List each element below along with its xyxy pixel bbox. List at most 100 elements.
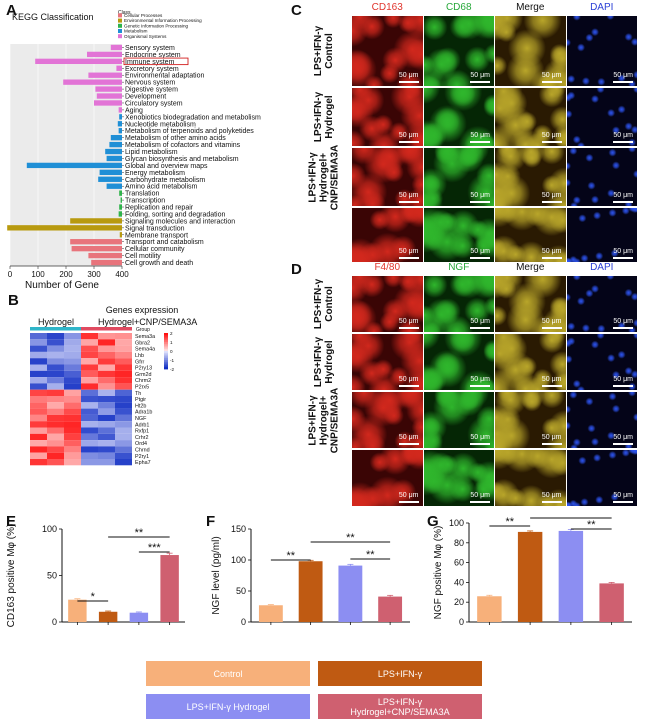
heatmap-scale-tick: -2 [170,367,175,372]
row-label-0: LPS+IFN-γ Control [296,16,352,86]
row-label-2: LPS+IFN-γ Hydrogel+ CNP/SEMA3A [296,144,352,210]
row-label-text: LPS+IFN-γ Hydrogel+ CNP/SEMA3A [307,144,341,210]
heatmap-cell-chrm2 [47,377,64,384]
scale-bar-line [470,443,490,445]
scale-bar: 50 μm [541,318,562,329]
bar-lps-ifn-hydrogel-cnp-sema3a [599,583,624,622]
bar-lps-ifn [298,561,323,622]
heatmap-gene-p2ry13: P2ry13 [135,366,152,372]
scale-bar: 50 μm [613,318,633,329]
column-header-merge: Merge [516,262,545,273]
heatmap-cell-p2ry13 [30,364,47,371]
heatmap-gene-ngf: NGF [135,416,147,422]
heatmap-cell-p2ry1 [115,452,132,459]
column-header-dapi: DAPI [590,262,614,273]
heatmap-scale-step [164,336,168,339]
heatmap-cell-epha7 [64,459,81,466]
heatmap-scale-step [164,334,168,337]
heatmap-panel: Genes expression Hydrogel Hydrogel+CNP/S… [8,305,288,470]
row-label-2: LPS+IFN-γ Hydrogel+ CNP/SEMA3A [296,387,352,453]
scale-bar: 50 μm [470,132,490,143]
scale-bar-line [541,501,562,503]
scale-bar-label: 50 μm [398,132,419,139]
heatmap-cell-epha7 [30,459,47,466]
bar-lps-ifn-hydrogel [129,612,149,622]
heatmap-cell-adra1b [115,408,132,415]
micrograph-merge-row-2: 50 μm [495,392,566,448]
heatmap-cell-sema3a [64,333,81,340]
heatmap-gene-gbra2: Gbra2 [135,340,150,346]
kegg-bar-signal-transduction [7,225,123,231]
heatmap-cell-chrm2 [64,377,81,384]
bar-lps-ifn-hydrogel-cnp-sema3a [160,555,179,622]
significance-label: ** [346,532,355,544]
heatmap-gene-adra1b: Adra1b [135,410,152,416]
heatmap-gene-ptgir: Ptgir [135,397,146,403]
heatmap-title: Genes expression [105,305,179,315]
kegg-bar-metabolism-of-terpenoids-and-polyketides [118,128,122,134]
heatmap-cell-adra1b [47,408,64,415]
heatmap-cell-ngf [30,414,47,422]
heatmap-cell-p2rx5 [115,383,132,390]
scale-bar-line [541,201,562,203]
kegg-category-aging: Aging [125,107,143,114]
heatmap-cell-ngf [47,414,64,422]
bar-control [258,605,283,622]
heatmap-cell-adra1b [98,408,115,415]
column-header-f4-80: F4/80 [374,262,401,273]
kegg-bar-lipid-metabolism [105,148,122,155]
kegg-category-signal-transduction: Signal transduction [125,225,185,232]
kegg-bar-excretory-system [116,65,122,71]
micrograph-dapi-row-2: 50 μm [566,392,637,448]
heatmap-cell-ht2b [47,402,64,409]
row-label-text: LPS+IFN-γ Control [313,278,335,330]
scale-bar-label: 50 μm [470,492,490,499]
micrograph-cd163-row-1: 50 μm [352,88,423,146]
scale-bar-line [470,141,490,143]
heatmap-cell-sema4a [115,345,132,352]
heatmap-cell-sema4a [98,345,115,352]
y-tick-label: 150 [231,524,246,534]
heatmap-scale-tick: 0 [170,349,173,354]
kegg-category-nucleotide-metabolism: Nucleotide metabolism [125,121,196,128]
heatmap-cell-crhr2 [47,433,64,441]
heatmap-cell-chrm2 [115,377,132,384]
micrograph-dapi-row-1: 50 μm [566,88,637,146]
heatmap-cell-p2ry13 [64,364,81,371]
kegg-category-membrane-transport: Membrane transport [125,232,188,239]
kegg-category-cellular-community: Cellular community [125,246,185,253]
heatmap-cell-epha7 [115,459,132,466]
scale-bar-line [398,443,419,445]
heatmap-scale-step [164,358,168,361]
heatmap-group-bar-hydrogel [30,327,81,331]
heatmap-cell-th [81,389,98,396]
heatmap-gene-gfrr: Gfrr [135,359,144,365]
heatmap-gene-ht2b: Ht2b [135,403,146,409]
kegg-category-xenobiotics-biodegradation-and-metabolism: Xenobiotics biodegradation and metabolis… [125,114,261,121]
y-tick-label: 50 [236,586,246,596]
heatmap-cell-th [98,389,115,396]
scale-bar: 50 μm [470,192,490,203]
micrograph-merge-row-2: 50 μm [495,148,566,206]
heatmap-cell-sema3a [115,333,132,340]
kegg-x-axis-label: Number of Gene [25,280,99,290]
heatmap-cell-ord4 [30,440,47,447]
scale-bar-line [470,327,490,329]
row-label-1: LPS+IFN-γ Hydrogel [296,334,352,390]
scale-bar: 50 μm [398,434,419,445]
scale-bar: 50 μm [541,248,562,259]
scale-bar-label: 50 μm [613,376,633,383]
heatmap-cell-p2rx5 [47,383,64,390]
kegg-category-environmental-adaptation: Environmental adaptation [125,73,204,80]
heatmap-scale-step [164,360,168,363]
heatmap-cell-sema4a [81,345,98,352]
kegg-category-excretory-system: Excretory system [125,66,179,73]
heatmap-gene-th: Th [135,391,141,397]
panel-letter-c: C [291,2,302,19]
heatmap-scale-step [164,367,168,370]
heatmap-cell-crhr2 [30,433,47,441]
y-tick-label: 0 [459,617,464,627]
kegg-category-amino-acid-metabolism: Amino acid metabolism [125,184,198,191]
heatmap-scale-tick: -1 [170,358,175,363]
kegg-class-swatch-environmental-information-processing [118,18,122,23]
